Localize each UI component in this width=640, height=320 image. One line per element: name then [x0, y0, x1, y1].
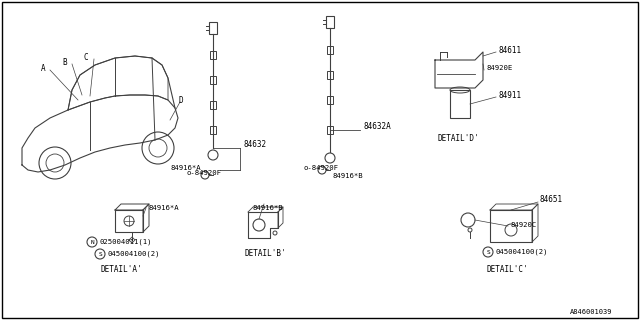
Bar [209, 22, 217, 34]
Text: C: C [83, 52, 88, 61]
Text: B: B [62, 58, 67, 67]
Text: 84916*B: 84916*B [252, 205, 283, 211]
Bar [210, 76, 216, 84]
Text: DETAIL'B': DETAIL'B' [244, 249, 285, 258]
Text: 84632A: 84632A [363, 122, 391, 131]
Text: 84920C: 84920C [510, 222, 536, 228]
Bar [210, 51, 216, 59]
Text: 84611: 84611 [498, 45, 521, 54]
Text: 84911: 84911 [498, 91, 521, 100]
Text: A846001039: A846001039 [570, 309, 612, 315]
Text: DETAIL'D': DETAIL'D' [437, 133, 479, 142]
Text: 84632: 84632 [243, 140, 266, 148]
Text: o-84920F: o-84920F [186, 170, 221, 176]
Bar [327, 46, 333, 54]
Text: DETAIL'A': DETAIL'A' [100, 266, 141, 275]
Text: 84916*B: 84916*B [332, 173, 363, 179]
Text: DETAIL'C': DETAIL'C' [486, 266, 527, 275]
Bar [490, 210, 532, 242]
Text: N: N [90, 241, 94, 245]
Text: 84920E: 84920E [486, 65, 512, 71]
Text: 84916*A: 84916*A [170, 165, 200, 171]
Text: D: D [178, 95, 182, 105]
Bar [210, 101, 216, 109]
Bar [210, 126, 216, 134]
Text: S: S [486, 251, 490, 255]
Text: 045004100(2): 045004100(2) [107, 251, 159, 257]
Text: 025004011(1): 025004011(1) [99, 239, 152, 245]
Text: A: A [41, 63, 45, 73]
Text: S: S [98, 252, 102, 258]
Bar [115, 210, 143, 232]
Text: 84651: 84651 [540, 196, 563, 204]
Text: o-84920F: o-84920F [303, 165, 338, 171]
Bar [327, 126, 333, 134]
Text: 045004100(2): 045004100(2) [495, 249, 547, 255]
Bar [326, 16, 334, 28]
Bar [450, 90, 470, 118]
Text: 84916*A: 84916*A [148, 205, 179, 211]
Bar [327, 96, 333, 104]
Bar [327, 71, 333, 79]
